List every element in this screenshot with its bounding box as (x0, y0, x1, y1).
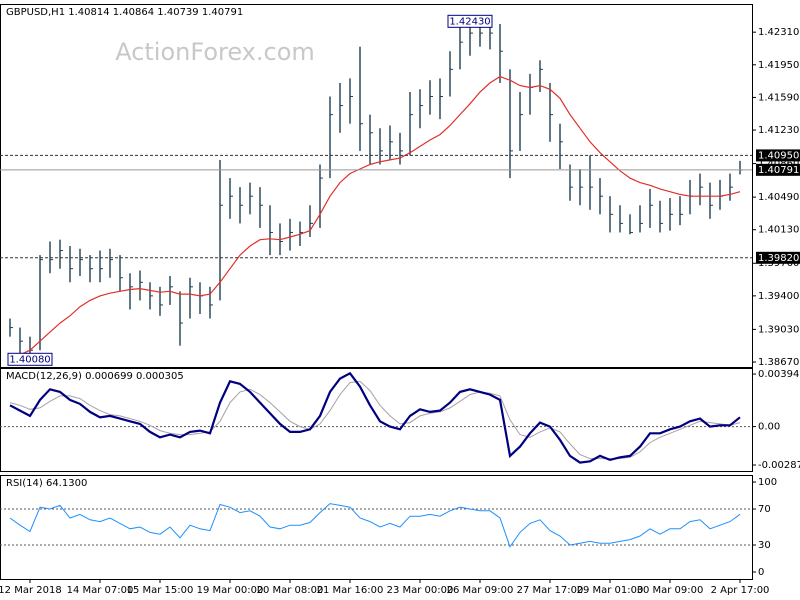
macd-panel (0, 368, 753, 472)
y-tick-label: 1.41230 (758, 125, 799, 136)
y-tick-label: 1.42310 (758, 27, 799, 38)
x-tick-label: 19 Mar 00:00 (197, 585, 264, 596)
last-price-label: 1.40791 (758, 165, 799, 176)
x-tick-label: 2 Apr 17:00 (711, 585, 770, 596)
y-tick-label: 100 (758, 477, 777, 488)
moving-average (9, 75, 741, 360)
y-tick-label: 1.41950 (758, 60, 799, 71)
y-tick-label: 1.40130 (758, 225, 799, 236)
x-tick-label: 14 Mar 07:00 (67, 585, 134, 596)
y-tick-label: 1.39400 (758, 291, 799, 302)
x-tick-label: 29 Mar 01:00 (577, 585, 644, 596)
y-tick-label: 70 (758, 504, 771, 515)
y-tick-label: 1.40490 (758, 192, 799, 203)
indicator-line (9, 503, 741, 548)
panel-title: RSI(14) 64.1300 (6, 478, 87, 489)
y-tick-label: 0 (758, 567, 764, 578)
x-tick-label: 23 Mar 00:00 (387, 585, 454, 596)
x-tick-label: 21 Mar 16:00 (317, 585, 384, 596)
indicator-line (9, 371, 741, 464)
level-label-box (756, 251, 800, 264)
x-tick-label: 27 Mar 17:00 (517, 585, 584, 596)
panel-title: GBPUSD,H1 1.40814 1.40864 1.40739 1.4079… (6, 7, 243, 18)
extreme-label: 1.42430 (449, 16, 490, 27)
x-tick-label: 15 Mar 15:00 (127, 585, 194, 596)
y-tick-label: 30 (758, 540, 771, 551)
level-label: 1.40950 (758, 150, 799, 161)
x-tick-label: 26 Mar 09:00 (447, 585, 514, 596)
watermark: ActionForex.com (115, 38, 315, 66)
panel-title: MACD(12,26,9) 0.000699 0.000305 (6, 371, 184, 382)
y-tick-label: 0.00 (758, 422, 780, 433)
y-tick-label: 1.39030 (758, 324, 799, 335)
extreme-box (7, 352, 53, 366)
price-panel (0, 4, 753, 368)
extreme-box (447, 14, 493, 28)
y-tick-label: 1.38670 (758, 357, 799, 368)
y-tick-label: 0.003941 (758, 369, 800, 380)
level-label: 1.39820 (758, 253, 799, 264)
level-label-box (756, 149, 800, 162)
x-tick-label: 12 Mar 2018 (0, 585, 62, 596)
last-price-box (756, 163, 800, 176)
extreme-label: 1.40080 (9, 354, 50, 365)
x-tick-label: 20 Mar 08:00 (257, 585, 324, 596)
x-tick-label: 30 Mar 09:00 (637, 585, 704, 596)
y-tick-label: 1.41590 (758, 92, 799, 103)
y-tick-label: -0.002879 (758, 460, 800, 471)
rsi-panel (0, 475, 753, 580)
